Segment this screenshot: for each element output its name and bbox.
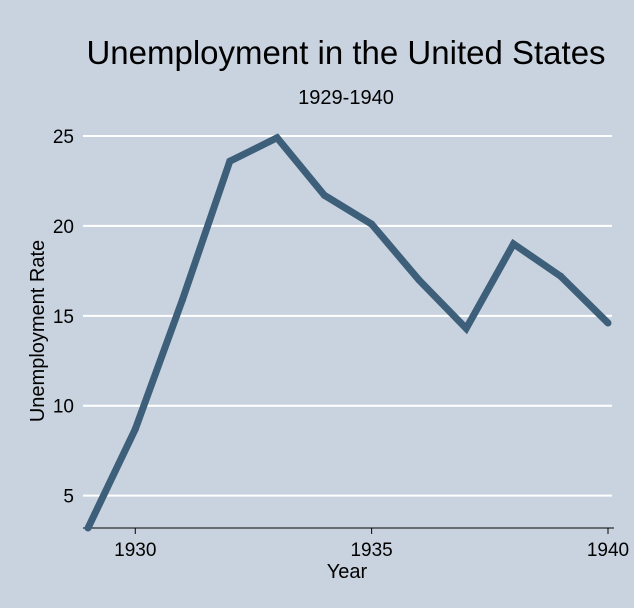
data-point-1934 [320,191,328,199]
y-tick-label: 10 [53,397,74,418]
y-tick-label: 5 [63,487,74,508]
y-tick-label: 25 [53,127,74,148]
ticks: 5 10 15 20 25 1930 1935 1940 [53,127,629,561]
data-point-1935 [368,220,376,228]
data-point-1938 [509,240,517,248]
series-line [84,133,611,530]
data-point-1931 [179,296,187,304]
chart-title: Unemployment in the United States [86,34,605,71]
chart-subtitle: 1929-1940 [298,87,394,109]
data-point-1932 [226,157,234,165]
gridlines [83,135,612,497]
data-point-1936 [415,276,423,284]
x-tick-label: 1930 [114,540,156,561]
data-point-1930 [131,425,139,433]
y-tick-label: 15 [53,307,74,328]
y-tick-label: 20 [53,217,74,238]
x-axis-label: Year [327,561,368,583]
data-point-1933 [273,134,281,142]
data-point-1937 [462,324,470,332]
x-tick-label: 1935 [350,540,392,561]
x-tick-label: 1940 [587,540,629,561]
data-point-1929 [84,524,92,532]
data-point-1940 [604,319,612,327]
y-axis-label: Unemployment Rate [27,240,49,422]
data-point-1939 [557,272,565,280]
series [84,133,612,532]
